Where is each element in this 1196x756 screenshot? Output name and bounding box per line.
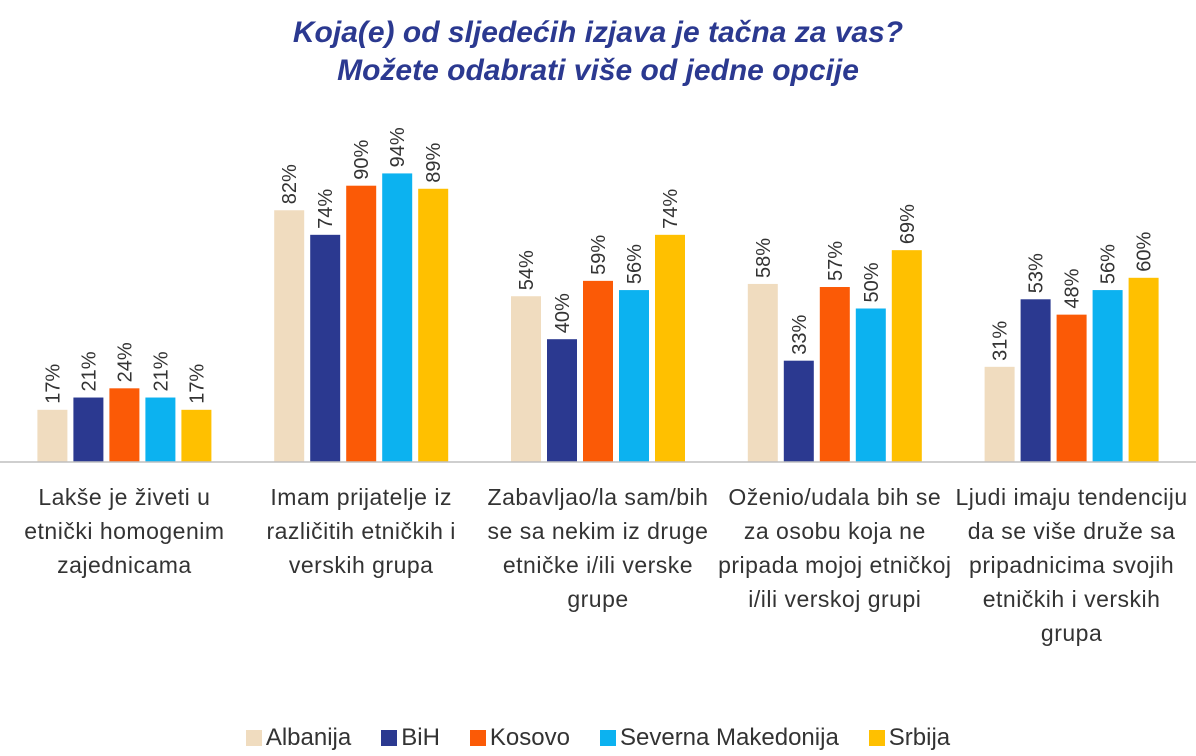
legend-item: Albanija bbox=[245, 724, 352, 752]
data-label: 82% bbox=[279, 164, 301, 204]
bar bbox=[1092, 290, 1123, 462]
bar bbox=[73, 397, 104, 462]
data-label: 31% bbox=[990, 321, 1012, 361]
data-label: 50% bbox=[861, 262, 883, 302]
bar bbox=[984, 366, 1015, 462]
data-label: 59% bbox=[588, 235, 610, 275]
data-label: 24% bbox=[114, 342, 136, 382]
data-label: 58% bbox=[753, 238, 775, 278]
data-label: 74% bbox=[660, 189, 682, 229]
x-tick-label: Ljudi imaju tendenciju da se više druže … bbox=[955, 484, 1188, 646]
legend-item: Severna Makedonija bbox=[599, 724, 839, 752]
bar bbox=[346, 185, 377, 462]
data-label: 40% bbox=[552, 293, 574, 333]
legend-swatch bbox=[599, 730, 616, 746]
legend: Albanija BiH Kosovo Severna Makedonija Srbij… bbox=[0, 724, 1196, 752]
bar bbox=[855, 308, 886, 462]
data-label: 69% bbox=[897, 204, 919, 244]
bar bbox=[37, 409, 68, 462]
data-label: 56% bbox=[1098, 244, 1120, 284]
bar bbox=[109, 388, 140, 462]
x-tick-label: Zabavljao/la sam/bih se sa nekim iz drug… bbox=[487, 484, 709, 612]
data-label: 53% bbox=[1026, 253, 1048, 293]
x-tick-label: Lakše je živeti u etnički homogenim zaje… bbox=[24, 484, 225, 578]
legend-item: Srbija bbox=[868, 724, 951, 752]
bar bbox=[145, 397, 176, 462]
bar bbox=[747, 283, 778, 462]
data-label: 60% bbox=[1134, 232, 1156, 272]
legend-item: Kosovo bbox=[469, 724, 570, 752]
data-label: 57% bbox=[825, 241, 847, 281]
bar bbox=[783, 360, 814, 462]
data-label: 54% bbox=[516, 250, 538, 290]
data-label: 74% bbox=[315, 189, 337, 229]
bar bbox=[418, 188, 449, 462]
x-tick-label: Oženio/udala bih se za osobu koja ne pri… bbox=[718, 484, 952, 612]
data-label: 56% bbox=[624, 244, 646, 284]
data-label: 21% bbox=[150, 351, 172, 391]
legend-swatch bbox=[381, 730, 398, 746]
legend-label: Albanija bbox=[265, 724, 352, 751]
x-tick-label: Imam prijatelje iz različitih etničkih i… bbox=[266, 484, 456, 578]
legend-label: BiH bbox=[401, 724, 440, 751]
bar bbox=[1020, 299, 1051, 462]
bar bbox=[1056, 314, 1087, 462]
data-label: 21% bbox=[78, 351, 100, 391]
bar bbox=[583, 280, 613, 462]
bar bbox=[891, 250, 922, 462]
bar bbox=[547, 339, 577, 462]
legend-label: Srbija bbox=[888, 724, 951, 751]
legend-label: Kosovo bbox=[489, 724, 570, 751]
chart-subtitle: Možete odabrati više od jedne opcije bbox=[337, 54, 859, 87]
data-label: 94% bbox=[387, 127, 409, 167]
bar bbox=[181, 409, 212, 462]
legend-swatch bbox=[245, 730, 262, 746]
bar bbox=[310, 234, 341, 462]
bar bbox=[274, 210, 305, 462]
data-label: 48% bbox=[1062, 268, 1084, 308]
bar bbox=[382, 173, 413, 463]
data-label: 89% bbox=[423, 143, 445, 183]
legend-swatch bbox=[469, 730, 486, 746]
data-label: 33% bbox=[789, 314, 811, 354]
data-label: 90% bbox=[351, 139, 373, 179]
bar bbox=[619, 290, 649, 462]
chart-title: Koja(e) od sljedećih izjava je tačna za … bbox=[292, 16, 904, 49]
legend-swatch bbox=[868, 730, 885, 746]
legend-item: BiH bbox=[381, 724, 440, 752]
legend-label: Severna Makedonija bbox=[619, 724, 839, 751]
bar bbox=[511, 296, 541, 462]
bar bbox=[655, 234, 685, 462]
data-label: 17% bbox=[186, 364, 208, 404]
bar bbox=[819, 287, 850, 462]
data-label: 17% bbox=[42, 364, 64, 404]
bar bbox=[1128, 277, 1159, 462]
